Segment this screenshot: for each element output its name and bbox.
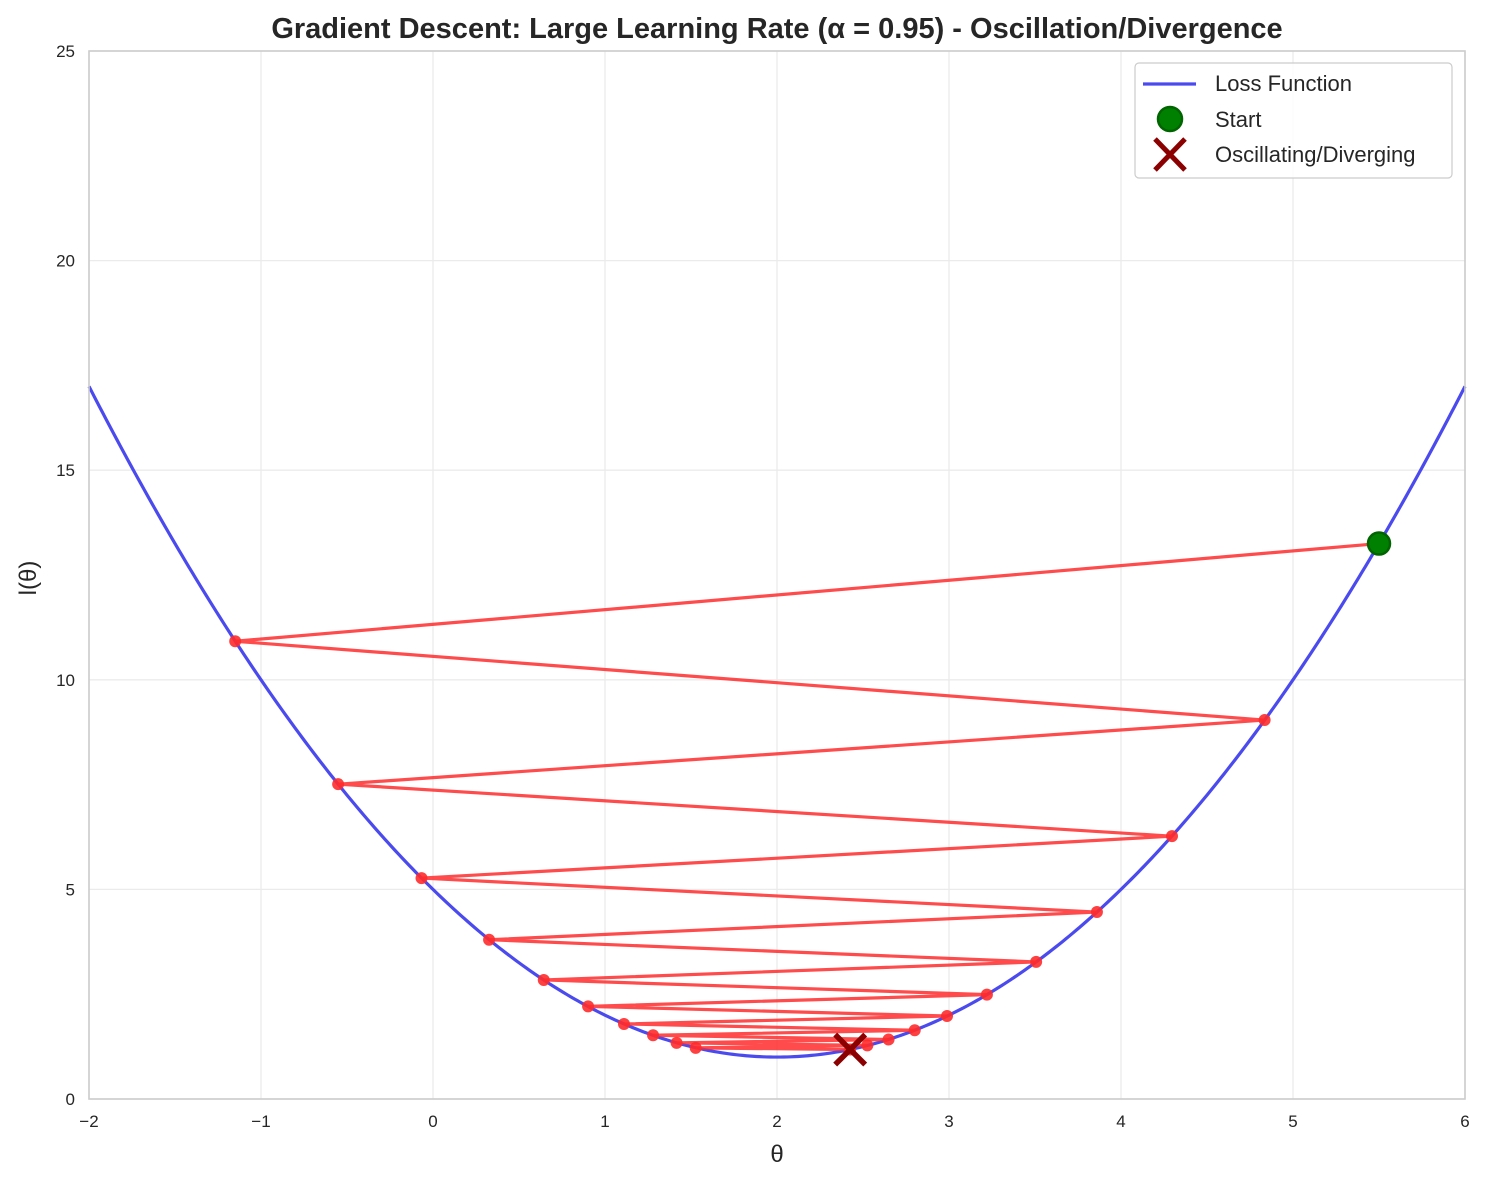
end-x-marker — [833, 1032, 868, 1067]
start-marker — [1366, 531, 1392, 556]
gd-point — [1090, 906, 1103, 919]
x-tick-label: −1 — [251, 1112, 270, 1131]
legend-label-start: Start — [1215, 107, 1261, 132]
gd-point — [229, 635, 242, 648]
x-tick-label: 5 — [1288, 1112, 1297, 1131]
x-axis-label: θ — [770, 1141, 783, 1168]
gd-point — [908, 1024, 921, 1037]
gd-point — [537, 973, 550, 986]
x-tick-label: 1 — [600, 1112, 609, 1131]
y-axis-label: l(θ) — [15, 561, 42, 596]
gd-point — [670, 1036, 683, 1049]
gd-point — [941, 1009, 954, 1022]
loss-function-curve — [87, 385, 1467, 1059]
gd-point — [1030, 955, 1043, 968]
y-tick-label: 25 — [56, 42, 75, 61]
gd-point — [483, 933, 496, 946]
axes-frame — [88, 50, 1466, 1100]
gd-point — [647, 1029, 660, 1042]
gd-point — [415, 872, 428, 885]
gradient-descent-points — [229, 635, 1271, 1056]
x-tick-label: 6 — [1460, 1112, 1469, 1131]
chart-title: Gradient Descent: Large Learning Rate (α… — [271, 13, 1282, 45]
y-tick-label: 0 — [66, 1090, 75, 1109]
y-tick-label: 15 — [56, 461, 75, 480]
legend-label-loss: Loss Function — [1215, 71, 1352, 96]
gd-point — [861, 1039, 874, 1052]
x-tick-labels: −2 −1 0 1 2 3 4 5 6 — [79, 1112, 1469, 1131]
y-tick-labels: 0 5 10 15 20 25 — [56, 42, 75, 1109]
y-tick-label: 20 — [56, 252, 75, 271]
gd-point — [882, 1033, 895, 1046]
x-tick-label: −2 — [79, 1112, 98, 1131]
grid-lines — [88, 50, 1466, 1100]
legend-x-icon — [1153, 137, 1187, 172]
gd-point — [582, 1000, 595, 1013]
gd-point — [1258, 714, 1271, 727]
gd-point — [617, 1017, 630, 1030]
y-tick-label: 5 — [66, 880, 75, 899]
gd-point — [980, 988, 993, 1001]
gd-point — [332, 778, 345, 791]
x-tick-label: 4 — [1116, 1112, 1125, 1131]
x-tick-label: 2 — [772, 1112, 781, 1131]
gd-point — [1165, 830, 1178, 843]
legend-label-oscillating: Oscillating/Diverging — [1215, 142, 1416, 167]
gd-point — [689, 1041, 702, 1054]
legend-circle-icon — [1156, 105, 1184, 133]
x-tick-label: 0 — [428, 1112, 437, 1131]
x-tick-label: 3 — [944, 1112, 953, 1131]
legend: Loss Function Start Oscillating/Divergin… — [1134, 62, 1453, 179]
legend-box — [1134, 62, 1453, 179]
y-tick-label: 10 — [56, 671, 75, 690]
plot-area — [87, 385, 1467, 1067]
